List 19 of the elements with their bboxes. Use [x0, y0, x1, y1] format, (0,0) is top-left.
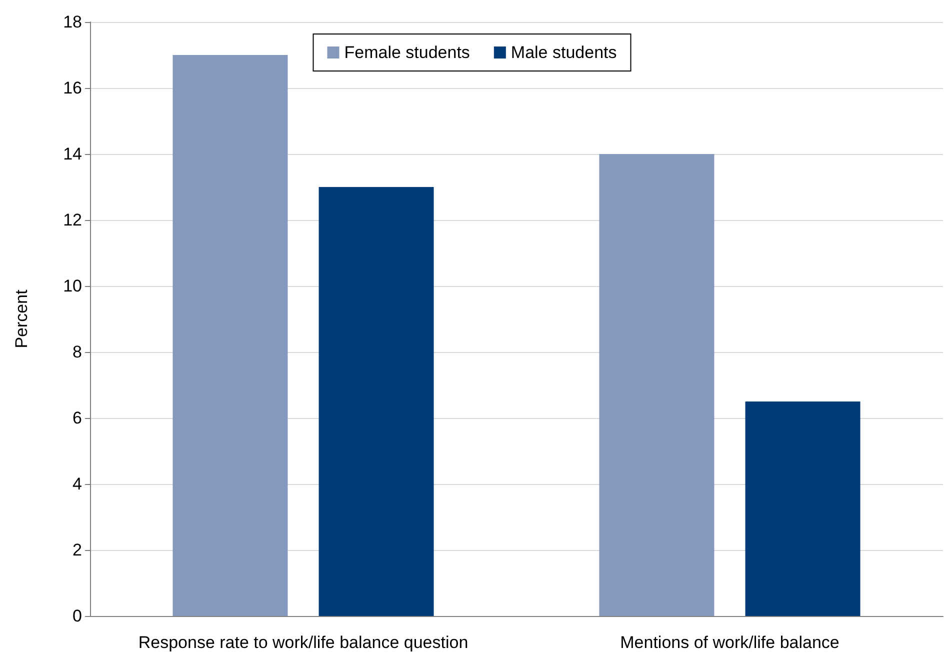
- legend-label: Male students: [510, 43, 617, 62]
- y-tick-label: 4: [72, 474, 82, 494]
- y-tick-label: 10: [63, 276, 82, 296]
- bar: [172, 55, 288, 616]
- legend-label: Female students: [344, 43, 470, 62]
- x-tick-label: Mentions of work/life balance: [620, 633, 840, 652]
- y-tick-label: 6: [72, 408, 82, 428]
- y-tick-label: 18: [63, 12, 82, 32]
- y-axis-title: Percent: [12, 289, 31, 348]
- y-tick-label: 0: [72, 606, 82, 626]
- y-tick-label: 14: [63, 144, 82, 164]
- y-tick-label: 2: [72, 540, 82, 560]
- y-tick-label: 16: [63, 78, 82, 98]
- y-tick-label: 12: [63, 210, 82, 230]
- bar: [318, 187, 434, 616]
- bar: [745, 402, 860, 616]
- bar: [599, 154, 714, 616]
- y-tick-label: 8: [72, 342, 82, 362]
- x-tick-label: Response rate to work/life balance question: [138, 633, 468, 652]
